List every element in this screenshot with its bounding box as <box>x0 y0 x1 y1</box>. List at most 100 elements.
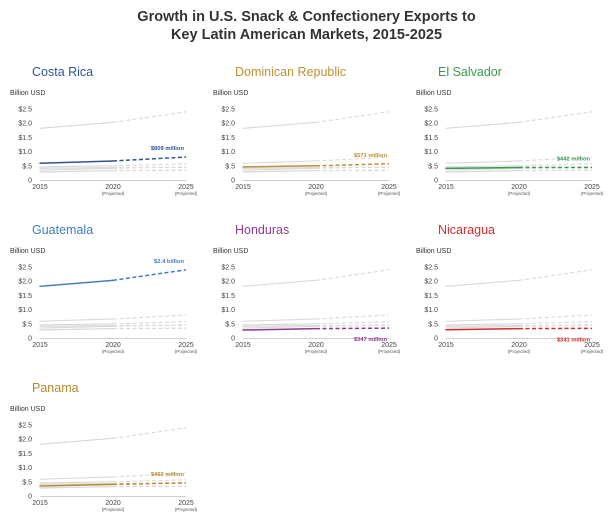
background-guatemala-actual-line <box>40 122 113 128</box>
x-tick-label: 2025 <box>584 184 600 191</box>
x-tick-label: 2015 <box>235 342 251 349</box>
y-tick-label: $.5 <box>22 163 32 170</box>
y-axis-label: Billion USD <box>10 406 45 413</box>
x-tick-note: (Projected) <box>102 349 125 354</box>
y-tick-label: $.5 <box>428 321 438 328</box>
x-tick-note: (Projected) <box>175 507 198 512</box>
y-tick-label: $2.0 <box>424 279 438 286</box>
y-axis-label: Billion USD <box>10 90 45 97</box>
x-tick-label: 2020 <box>308 184 324 191</box>
x-tick-label: 2020 <box>511 342 527 349</box>
y-tick-label: $2.5 <box>221 265 235 272</box>
x-tick-note: (Projected) <box>508 349 531 354</box>
background-guatemala-actual-line <box>243 280 316 286</box>
x-tick-label: 2015 <box>235 184 251 191</box>
panel-title-el-salvador: El Salvador <box>438 65 502 79</box>
background-guatemala-actual-line <box>446 280 519 286</box>
y-axis-label: Billion USD <box>213 90 248 97</box>
y-tick-label: $1.0 <box>18 307 32 314</box>
background-costa-rica-actual-line <box>243 161 316 163</box>
y-tick-label: $2.5 <box>18 107 32 114</box>
background-nicaragua-actual-line <box>446 171 519 172</box>
x-tick-label: 2025 <box>178 184 194 191</box>
x-tick-label: 2025 <box>178 342 194 349</box>
background-nicaragua-actual-line <box>40 487 113 488</box>
background-costa-rica-actual-line <box>446 161 519 163</box>
chart-title: Growth in U.S. Snack & Confectionery Exp… <box>0 8 613 44</box>
background-dominican-republic-projected-line <box>519 164 592 166</box>
y-tick-label: $.5 <box>225 321 235 328</box>
highlight-guatemala-actual-line <box>40 280 113 286</box>
x-tick-label: 2020 <box>105 342 121 349</box>
highlight-dominican-republic-projected-line <box>316 164 389 166</box>
x-tick-label: 2020 <box>105 184 121 191</box>
y-axis-label: Billion USD <box>10 248 45 255</box>
y-tick-label: $1.0 <box>18 149 32 156</box>
y-tick-label: $2.5 <box>18 423 32 430</box>
background-costa-rica-projected-line <box>519 315 592 319</box>
y-tick-label: $2.5 <box>18 265 32 272</box>
data-label-panama: $463 million <box>151 472 185 478</box>
background-guatemala-projected-line <box>316 112 389 123</box>
x-tick-note: (Projected) <box>305 349 328 354</box>
background-costa-rica-actual-line <box>40 319 113 321</box>
background-guatemala-projected-line <box>519 112 592 123</box>
data-label-nicaragua: $341 million <box>557 337 591 343</box>
y-tick-label: $1.5 <box>424 293 438 300</box>
data-label-honduras: $347 million <box>354 337 388 343</box>
background-guatemala-projected-line <box>519 270 592 281</box>
data-label-dominican-republic: $571 million <box>354 153 388 159</box>
y-axis-label: Billion USD <box>416 248 451 255</box>
y-tick-label: $1.5 <box>18 293 32 300</box>
x-tick-note: (Projected) <box>508 191 531 196</box>
background-costa-rica-projected-line <box>113 315 186 319</box>
y-tick-label: $1.5 <box>18 135 32 142</box>
background-guatemala-projected-line <box>113 112 186 123</box>
y-tick-label: $2.0 <box>221 121 235 128</box>
panel-title-costa-rica: Costa Rica <box>32 65 93 79</box>
background-costa-rica-actual-line <box>446 319 519 321</box>
x-tick-note: (Projected) <box>305 191 328 196</box>
x-tick-note: (Projected) <box>175 349 198 354</box>
y-tick-label: $1.5 <box>424 135 438 142</box>
panel-title-panama: Panama <box>32 381 79 395</box>
y-tick-label: $.5 <box>225 163 235 170</box>
highlight-costa-rica-actual-line <box>40 161 113 163</box>
background-dominican-republic-projected-line <box>113 164 186 166</box>
x-tick-note: (Projected) <box>581 349 604 354</box>
x-tick-label: 2020 <box>511 184 527 191</box>
background-nicaragua-actual-line <box>40 329 113 330</box>
background-guatemala-actual-line <box>40 438 113 444</box>
x-tick-label: 2015 <box>32 342 48 349</box>
y-tick-label: $2.0 <box>221 279 235 286</box>
panel-title-dominican-republic: Dominican Republic <box>235 65 346 79</box>
y-tick-label: $2.5 <box>424 107 438 114</box>
data-label-el-salvador: $442 million <box>557 156 591 162</box>
y-axis-label: Billion USD <box>213 248 248 255</box>
background-dominican-republic-actual-line <box>243 324 316 325</box>
highlight-nicaragua-actual-line <box>446 329 519 330</box>
y-tick-label: $2.5 <box>221 107 235 114</box>
y-axis-label: Billion USD <box>416 90 451 97</box>
y-tick-label: $1.0 <box>18 465 32 472</box>
x-tick-note: (Projected) <box>378 349 401 354</box>
background-guatemala-projected-line <box>316 270 389 281</box>
y-tick-label: $1.0 <box>424 149 438 156</box>
background-dominican-republic-projected-line <box>519 322 592 324</box>
background-dominican-republic-projected-line <box>113 322 186 324</box>
y-tick-label: $2.0 <box>424 121 438 128</box>
panel-title-honduras: Honduras <box>235 223 289 237</box>
background-dominican-republic-actual-line <box>40 482 113 483</box>
panel-title-nicaragua: Nicaragua <box>438 223 495 237</box>
